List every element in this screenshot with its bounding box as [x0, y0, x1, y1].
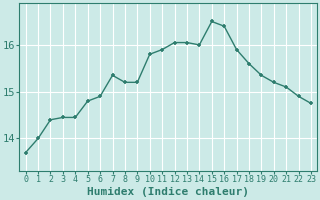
- X-axis label: Humidex (Indice chaleur): Humidex (Indice chaleur): [87, 187, 249, 197]
